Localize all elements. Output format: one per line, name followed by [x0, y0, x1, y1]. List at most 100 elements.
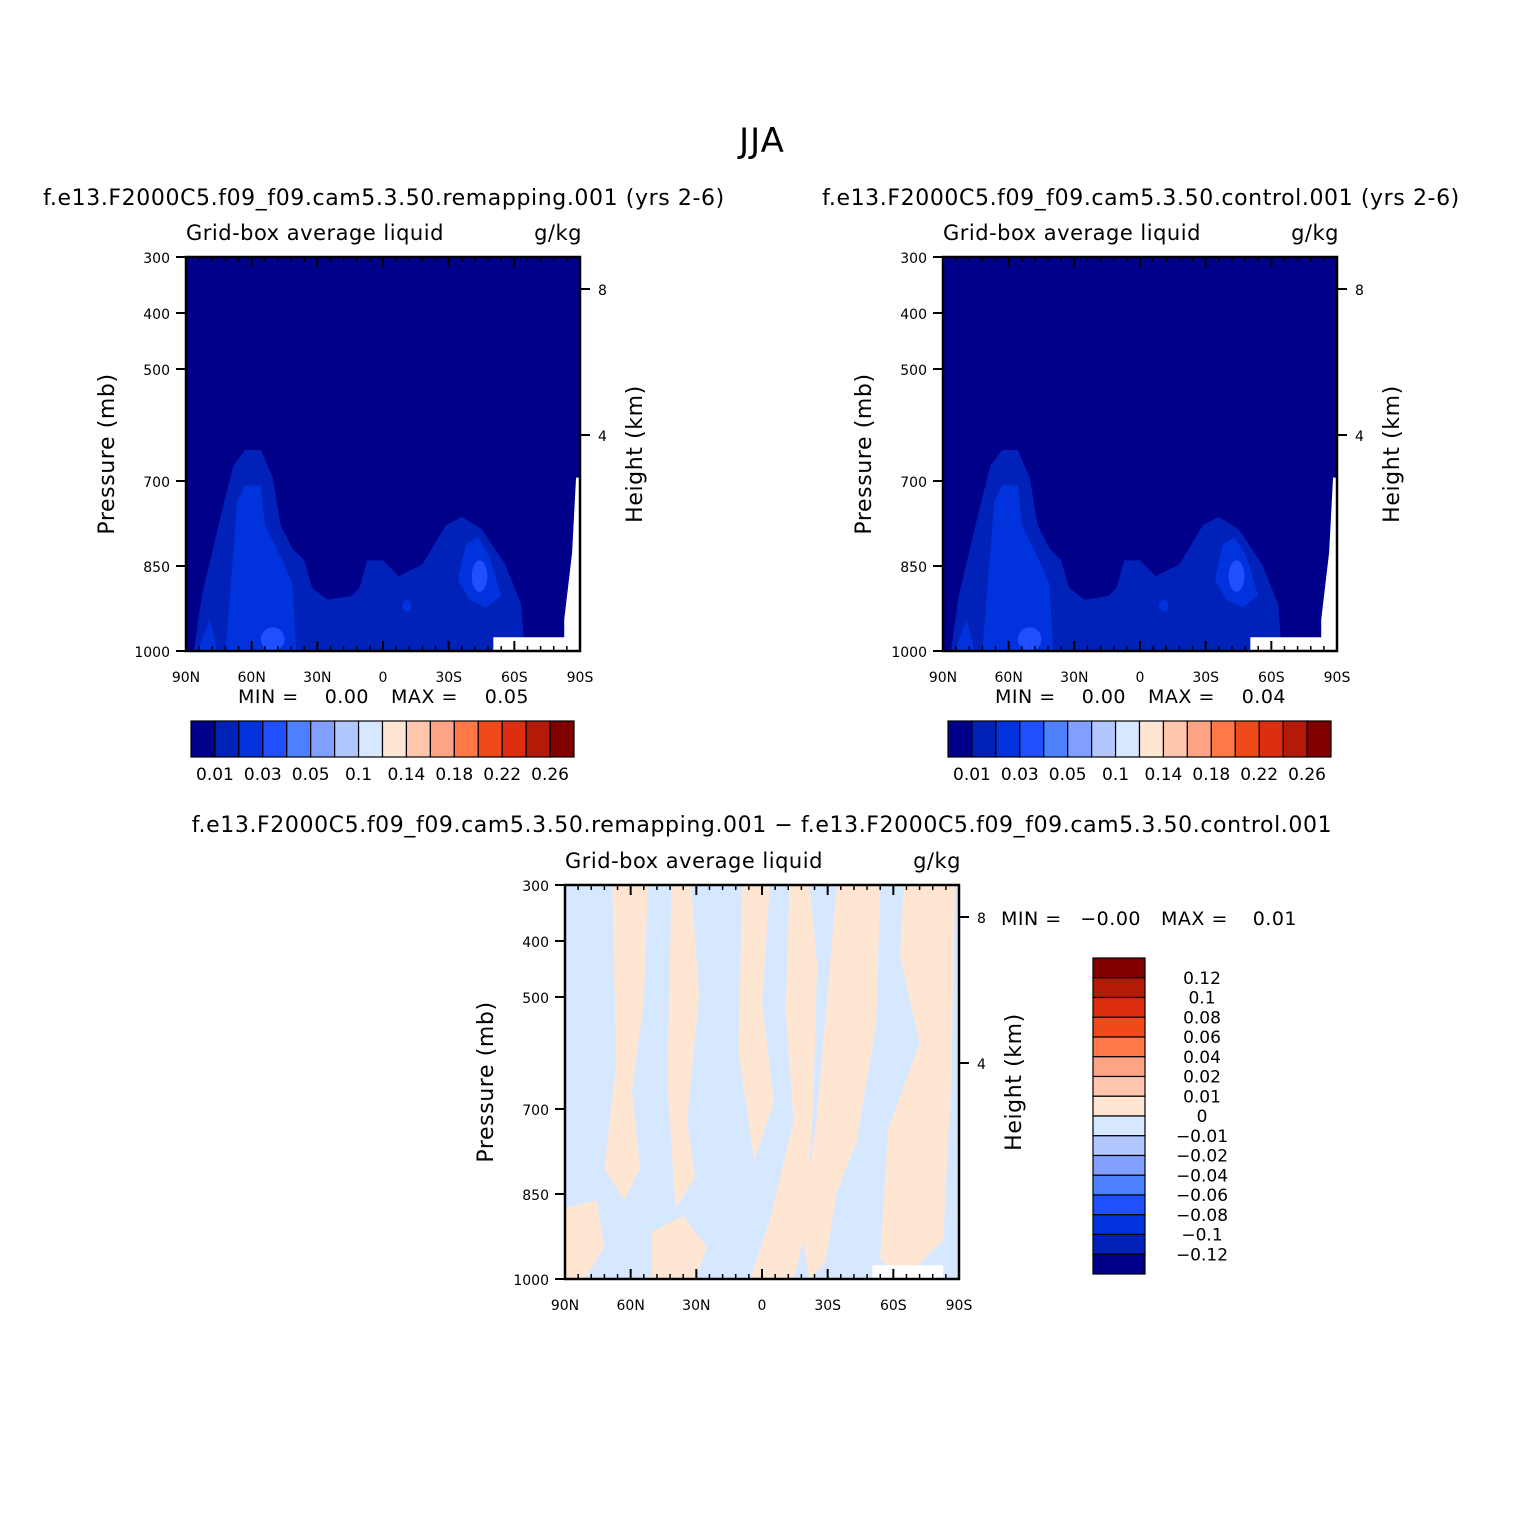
colorbar-box [1067, 720, 1093, 758]
colorbar-box [1092, 977, 1146, 999]
contour-level-2 [954, 619, 975, 651]
x-tick-label: 30N [682, 1298, 710, 1314]
colorbar-box [995, 720, 1021, 758]
colorbar-label: −0.12 [1176, 1245, 1228, 1265]
colorbar-box [1114, 720, 1141, 758]
colorbar-label: 0.01 [953, 765, 991, 785]
y-tick-label: 400 [522, 935, 549, 951]
panel-2: f.e13.F2000C5.f09_f09.cam5.3.50.control.… [822, 186, 1460, 785]
max-value: 0.05 [485, 686, 529, 708]
contour-positive-region [750, 885, 818, 1279]
panel-case-title: f.e13.F2000C5.f09_f09.cam5.3.50.control.… [822, 186, 1460, 211]
colorbar-box [1092, 1174, 1146, 1196]
x-tick-label: 60N [238, 670, 266, 686]
contour-level-3 [471, 560, 488, 592]
colorbar-box [286, 720, 312, 758]
contour-level-3 [1017, 627, 1042, 651]
x-tick-label: 90N [929, 670, 957, 686]
colorbar-label: 0.06 [1183, 1028, 1221, 1048]
colorbar-box [357, 720, 384, 758]
colorbar-label: 0.22 [483, 765, 521, 785]
panel-1: f.e13.F2000C5.f09_f09.cam5.3.50.remappin… [43, 186, 724, 785]
y-tick-label: 1000 [134, 645, 170, 661]
colorbar-box [1092, 1056, 1146, 1078]
colorbar-box [238, 720, 264, 758]
y-tick-label: 500 [900, 363, 927, 379]
y-tick-label: 300 [900, 251, 927, 267]
contour-positive-region [801, 885, 881, 1279]
y-tick-label: 700 [143, 475, 170, 491]
colorbar-label: 0.03 [1001, 765, 1039, 785]
missing-data-region [1250, 477, 1337, 651]
contour-positive-region [738, 885, 774, 1161]
x-tick-label: 90S [946, 1298, 973, 1314]
min-label: MIN = [995, 686, 1056, 708]
y2-tick-label: 8 [1355, 283, 1364, 299]
y-tick-label: 300 [143, 251, 170, 267]
colorbar-label: 0.14 [388, 765, 426, 785]
colorbar-label: 0.05 [292, 765, 330, 785]
colorbar-box [477, 720, 503, 758]
colorbar-box [1092, 1115, 1146, 1137]
contour-level-3 [260, 627, 285, 651]
y-tick-label: 500 [143, 363, 170, 379]
colorbar-box [1282, 720, 1308, 758]
x-tick-label: 60S [880, 1298, 907, 1314]
variable-title: Grid-box average liquid [565, 849, 823, 873]
colorbar-box [1306, 720, 1332, 758]
colorbar-box [1092, 1253, 1146, 1275]
colorbar-label: −0.08 [1176, 1206, 1228, 1226]
colorbar-box [1091, 720, 1117, 758]
colorbar-box [1092, 996, 1146, 1018]
colorbar-label: 0.18 [435, 765, 473, 785]
x-tick-label: 60S [501, 670, 528, 686]
y-axis-label: Pressure (mb) [95, 373, 120, 534]
y2-tick-label: 8 [977, 911, 986, 927]
colorbar-label: 0.26 [531, 765, 569, 785]
colorbar-box [947, 720, 973, 758]
colorbar-box [1258, 720, 1284, 758]
colorbar-box [190, 720, 216, 758]
y-tick-label: 850 [522, 1188, 549, 1204]
min-value: 0.00 [1082, 686, 1126, 708]
contour-level-2 [197, 619, 218, 651]
max-label: MAX = [1148, 686, 1215, 708]
y-tick-label: 700 [522, 1103, 549, 1119]
panel-3: f.e13.F2000C5.f09_f09.cam5.3.50.remappin… [192, 813, 1332, 1314]
colorbar-box [549, 720, 575, 758]
colorbar-box [525, 720, 551, 758]
panel-case-title: f.e13.F2000C5.f09_f09.cam5.3.50.remappin… [192, 813, 1332, 838]
colorbar-box [310, 720, 336, 758]
x-tick-label: 60N [617, 1298, 645, 1314]
colorbar-label: 0.01 [1183, 1087, 1221, 1107]
colorbar-box [429, 720, 455, 758]
figure-title: JJA [737, 121, 785, 161]
colorbar-label: −0.1 [1181, 1226, 1222, 1246]
contour-positive-region [667, 885, 699, 1209]
x-tick-label: 0 [758, 1298, 767, 1314]
x-tick-label: 60S [1258, 670, 1285, 686]
variable-title: Grid-box average liquid [186, 221, 444, 245]
colorbar-box [1092, 1016, 1146, 1038]
min-label: MIN = [238, 686, 299, 708]
y-tick-label: 1000 [891, 645, 927, 661]
colorbar-label: −0.04 [1176, 1166, 1228, 1186]
colorbar-label: 0.12 [1183, 969, 1221, 989]
y2-tick-label: 8 [598, 283, 607, 299]
colorbar-label: 0.04 [1183, 1048, 1221, 1068]
contour-level-2 [401, 599, 412, 612]
max-value: 0.04 [1242, 686, 1286, 708]
panels: f.e13.F2000C5.f09_f09.cam5.3.50.remappin… [43, 186, 1460, 1314]
x-tick-label: 0 [1136, 670, 1145, 686]
y-tick-label: 700 [900, 475, 927, 491]
colorbar-box [1092, 957, 1146, 979]
x-tick-label: 90S [567, 670, 594, 686]
colorbar-label: 0.14 [1145, 765, 1183, 785]
x-tick-label: 30S [435, 670, 462, 686]
colorbar-label: 0.22 [1240, 765, 1278, 785]
colorbar-label: 0.18 [1192, 765, 1230, 785]
units-label: g/kg [534, 221, 582, 245]
colorbar-label: 0.02 [1183, 1068, 1221, 1088]
x-tick-label: 30S [814, 1298, 841, 1314]
